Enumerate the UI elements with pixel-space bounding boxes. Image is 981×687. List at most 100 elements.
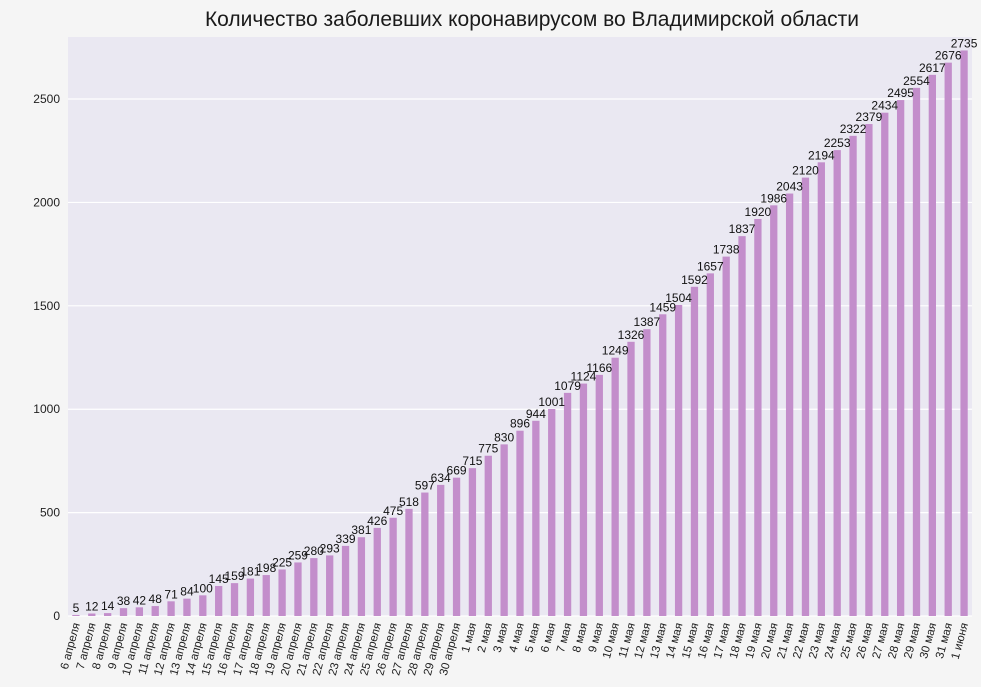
data-label: 944 xyxy=(526,407,546,421)
bar xyxy=(151,606,159,616)
bar xyxy=(72,614,80,616)
bar xyxy=(326,555,334,616)
bar xyxy=(896,100,905,616)
bar xyxy=(611,357,619,616)
bar xyxy=(944,62,952,617)
data-label: 71 xyxy=(164,587,178,601)
data-label: 1657 xyxy=(697,259,724,273)
data-label: 42 xyxy=(133,593,147,607)
bar xyxy=(246,578,255,616)
bar xyxy=(690,286,699,616)
bar xyxy=(674,304,683,616)
bar xyxy=(912,87,921,617)
bar xyxy=(88,613,96,616)
data-label: 1387 xyxy=(634,315,661,329)
data-label: 2554 xyxy=(903,74,930,88)
data-label: 1326 xyxy=(618,328,645,342)
data-label: 100 xyxy=(193,581,213,595)
y-tick-label: 0 xyxy=(53,609,60,623)
bar xyxy=(119,608,128,616)
bar xyxy=(389,517,397,616)
data-label: 2617 xyxy=(919,61,946,75)
data-label: 634 xyxy=(431,471,451,485)
bar xyxy=(928,74,936,616)
y-tick-label: 1000 xyxy=(33,402,60,416)
data-label: 426 xyxy=(367,514,387,528)
data-label: 2322 xyxy=(840,122,867,136)
data-label: 1920 xyxy=(745,205,772,219)
data-label: 715 xyxy=(462,454,482,468)
bar xyxy=(437,484,445,616)
bar xyxy=(294,562,302,616)
data-label: 38 xyxy=(117,594,131,608)
bar xyxy=(405,508,413,616)
data-label: 1504 xyxy=(665,291,692,305)
bar xyxy=(452,477,461,616)
data-label: 2043 xyxy=(776,180,803,194)
bar xyxy=(563,392,572,616)
data-label: 225 xyxy=(272,555,292,569)
data-label: 1986 xyxy=(760,191,787,205)
data-labels-layer: 5 12 14 38 42 48 71 84 1001451591811982252592802… xyxy=(73,36,978,615)
bar xyxy=(278,569,286,616)
data-label: 181 xyxy=(240,565,260,579)
bar xyxy=(310,558,318,616)
data-label: 84 xyxy=(180,585,194,599)
data-label: 475 xyxy=(383,504,403,518)
data-label: 1459 xyxy=(649,300,676,314)
y-tick-label: 500 xyxy=(40,506,60,520)
bar xyxy=(167,601,175,616)
data-label: 830 xyxy=(494,430,514,444)
y-tick-label: 1500 xyxy=(33,299,60,313)
bar xyxy=(754,218,762,616)
data-label: 145 xyxy=(209,572,229,586)
bar xyxy=(785,193,794,616)
data-label: 159 xyxy=(225,569,245,583)
data-label: 1166 xyxy=(586,361,612,375)
bar xyxy=(135,607,144,616)
bar xyxy=(738,236,746,616)
bar xyxy=(881,112,889,617)
data-label: 2194 xyxy=(808,148,835,162)
data-label: 198 xyxy=(256,561,276,575)
y-tick-label: 2000 xyxy=(33,195,60,209)
data-label: 2379 xyxy=(856,110,883,124)
data-label: 2120 xyxy=(792,164,819,178)
data-label: 280 xyxy=(304,544,324,558)
data-label: 1079 xyxy=(554,379,581,393)
bar xyxy=(770,205,778,616)
data-label: 2434 xyxy=(871,99,898,113)
bar xyxy=(421,492,429,616)
data-label: 1592 xyxy=(681,273,708,287)
data-label: 775 xyxy=(478,442,498,456)
data-label: 259 xyxy=(288,548,308,562)
bar xyxy=(579,383,588,616)
bar xyxy=(500,444,508,616)
data-label: 2735 xyxy=(951,36,978,50)
data-label: 2495 xyxy=(887,86,914,100)
data-label: 896 xyxy=(510,417,530,431)
chart-title: Количество заболевших коронавирусом во В… xyxy=(204,8,860,31)
bar xyxy=(801,177,810,616)
bar xyxy=(722,256,730,616)
bar xyxy=(516,430,524,616)
bar xyxy=(373,527,381,616)
data-label: 2253 xyxy=(824,136,851,150)
y-tick-label: 2500 xyxy=(33,92,60,106)
bar xyxy=(468,468,477,616)
bar xyxy=(659,314,667,616)
bar xyxy=(262,575,270,616)
data-label: 1124 xyxy=(571,370,597,384)
bar xyxy=(104,613,112,616)
bar xyxy=(595,374,603,616)
data-label: 1001 xyxy=(538,395,565,409)
bar xyxy=(817,162,825,617)
y-axis: 0 500 1000 1500 2000 2500 xyxy=(33,92,60,623)
data-label: 339 xyxy=(336,532,356,546)
bar xyxy=(849,135,857,616)
data-label: 293 xyxy=(320,541,340,555)
data-label: 1738 xyxy=(713,243,740,257)
data-label: 2676 xyxy=(935,49,962,63)
